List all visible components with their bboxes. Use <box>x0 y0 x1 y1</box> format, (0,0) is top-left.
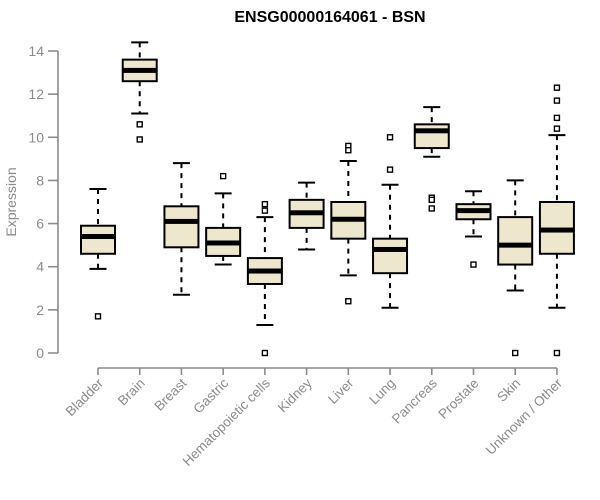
x-tick-label-skin: Skin <box>494 376 523 405</box>
outlier-point <box>261 207 269 214</box>
box-lung <box>372 134 409 309</box>
x-tick-label-lung: Lung <box>366 376 398 408</box>
outlier-point <box>345 147 352 154</box>
y-tick-label: 0 <box>36 345 44 361</box>
outlier-point <box>94 313 102 320</box>
iqr-box <box>413 123 450 150</box>
x-tick-label-brain: Brain <box>115 376 148 409</box>
y-tick-label: 8 <box>36 172 44 188</box>
outlier-point <box>345 298 352 305</box>
outlier-point <box>470 261 477 268</box>
box-hematopoietic-cells <box>246 200 283 357</box>
median-line <box>539 227 574 233</box>
box-unknown-other <box>538 84 575 357</box>
y-tick-label: 4 <box>36 259 44 275</box>
outlier-point <box>553 84 561 91</box>
x-tick-label-breast: Breast <box>151 375 189 413</box>
outlier-point <box>136 121 143 128</box>
box-bladder <box>80 188 116 320</box>
median-line <box>164 218 199 224</box>
y-tick-label: 12 <box>28 86 44 102</box>
median-line <box>206 240 241 246</box>
box-kidney <box>288 181 325 251</box>
y-axis-title: Expression <box>3 167 19 236</box>
iqr-box <box>497 216 534 266</box>
median-line <box>414 128 449 134</box>
x-tick-label-liver: Liver <box>325 375 357 407</box>
outlier-point <box>553 125 561 132</box>
x-tick-label-gastric: Gastric <box>190 375 231 416</box>
median-line <box>456 208 491 214</box>
box-prostate <box>455 190 492 268</box>
outlier-point <box>386 134 394 141</box>
median-line <box>331 216 366 222</box>
outlier-point <box>261 200 269 208</box>
median-line <box>247 268 282 274</box>
box-liver <box>330 142 367 305</box>
iqr-box <box>80 224 116 255</box>
outlier-point <box>553 114 561 122</box>
median-line <box>81 234 115 240</box>
outlier-point <box>512 349 519 357</box>
y-tick-label: 2 <box>36 302 44 318</box>
box-breast <box>163 162 200 296</box>
outlier-point <box>136 136 143 143</box>
outlier-point <box>553 97 561 104</box>
x-tick-label-kidney: Kidney <box>275 375 315 415</box>
x-tick-label-unknown-other: Unknown / Other <box>483 375 566 458</box>
x-tick-label-prostate: Prostate <box>435 376 481 422</box>
outlier-point <box>219 172 227 180</box>
iqr-box <box>372 237 409 275</box>
outlier-point <box>428 205 435 212</box>
chart-title: ENSG00000164061 - BSN <box>234 9 426 26</box>
outlier-point <box>553 349 561 357</box>
box-skin <box>497 179 534 357</box>
outlier-point <box>428 196 435 204</box>
iqr-box <box>163 205 200 249</box>
y-tick-label: 14 <box>28 43 44 59</box>
box-pancreas <box>413 106 450 212</box>
median-line <box>289 210 324 216</box>
median-line <box>122 67 157 73</box>
y-tick-label: 10 <box>28 129 44 145</box>
outlier-point <box>386 166 394 173</box>
outlier-point <box>261 349 269 357</box>
box-brain <box>121 41 158 143</box>
x-tick-label-bladder: Bladder <box>63 375 107 419</box>
x-tick-label-pancreas: Pancreas <box>389 375 440 426</box>
box-gastric <box>205 172 242 266</box>
y-tick-label: 6 <box>36 216 44 232</box>
median-line <box>498 242 533 248</box>
median-line <box>373 246 408 252</box>
